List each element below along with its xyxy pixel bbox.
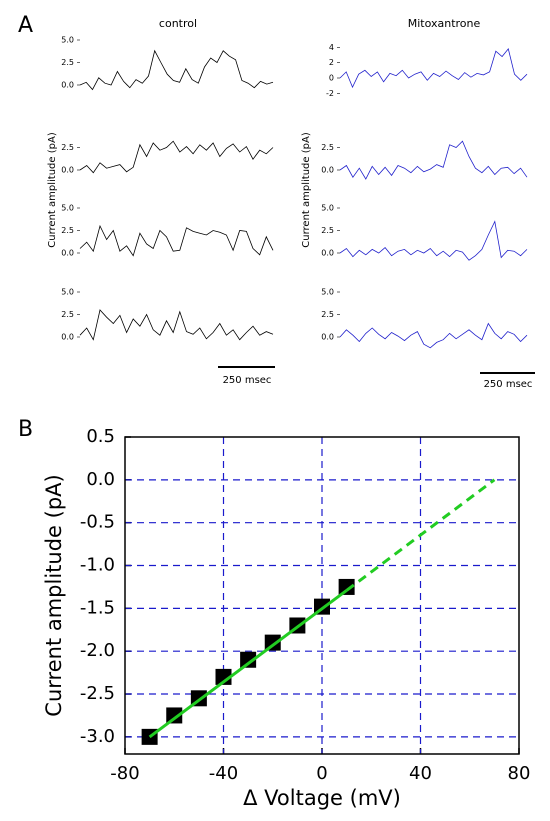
panel-label: A (18, 13, 33, 38)
data-point (166, 707, 183, 724)
trace (79, 224, 274, 257)
trace (79, 309, 274, 341)
trace (339, 140, 528, 180)
y-tick-label: 0.5 (86, 426, 115, 447)
y-tick-label: 5.0 (61, 204, 74, 213)
x-tick-label: 80 (508, 763, 531, 784)
y-tick-label: 0.0 (86, 469, 115, 490)
y-tick-label: -3.0 (80, 726, 115, 747)
y-tick-label: 0 (329, 74, 334, 83)
y-tick-label: -1.5 (80, 597, 115, 618)
fit-line (148, 589, 348, 739)
x-tick-label: 40 (409, 763, 432, 784)
data-point (240, 651, 257, 668)
data-point (338, 578, 355, 595)
column-title: control (159, 17, 197, 30)
panel-label: B (18, 417, 33, 442)
y-tick-label: 2.5 (321, 226, 334, 235)
y-axis-label: Current amplitude (pA) (47, 132, 58, 248)
y-tick-label: 2.5 (61, 143, 74, 152)
trace (339, 48, 528, 89)
y-tick-label: -1.0 (80, 555, 115, 576)
trace (339, 220, 528, 261)
y-tick-label: 2.5 (321, 310, 334, 319)
y-tick-label: 5.0 (321, 288, 334, 297)
y-tick-label: -2.5 (80, 683, 115, 704)
y-tick-label: -2 (326, 89, 334, 98)
y-tick-label: 0.0 (61, 333, 74, 342)
y-axis-label: Current amplitude (pA) (301, 132, 312, 248)
y-tick-label: 5.0 (61, 36, 74, 45)
y-axis-label: Current amplitude (pA) (42, 474, 66, 716)
trace (339, 322, 528, 349)
y-tick-label: 2.5 (61, 310, 74, 319)
y-tick-label: 0.0 (321, 333, 334, 342)
y-tick-label: 5.0 (321, 204, 334, 213)
column-title: Mitoxantrone (408, 17, 481, 30)
extrapolation-line (345, 478, 496, 592)
y-tick-label: 0.0 (61, 166, 74, 175)
y-tick-label: 2 (329, 58, 334, 67)
y-tick-label: 5.0 (61, 288, 74, 297)
data-point (215, 668, 232, 685)
trace (79, 49, 274, 91)
y-tick-label: -0.5 (80, 512, 115, 533)
y-tick-label: 0.0 (61, 81, 74, 90)
y-tick-label: 0.0 (321, 249, 334, 258)
plot-frame (124, 436, 520, 755)
x-tick-label: -40 (209, 763, 238, 784)
scale-bar-label: 250 msec (484, 379, 533, 390)
y-tick-label: 2.5 (61, 226, 74, 235)
y-tick-label: 2.5 (321, 143, 334, 152)
x-tick-label: 0 (316, 763, 327, 784)
y-tick-label: 0.0 (321, 166, 334, 175)
x-axis-label: Δ Voltage (mV) (243, 786, 401, 810)
y-tick-label: 4 (329, 43, 334, 52)
x-tick-label: -80 (110, 763, 139, 784)
y-tick-label: 0.0 (61, 249, 74, 258)
scale-bar-label: 250 msec (223, 375, 272, 386)
trace (79, 140, 274, 174)
y-tick-label: 2.5 (61, 58, 74, 67)
y-tick-label: -2.0 (80, 640, 115, 661)
